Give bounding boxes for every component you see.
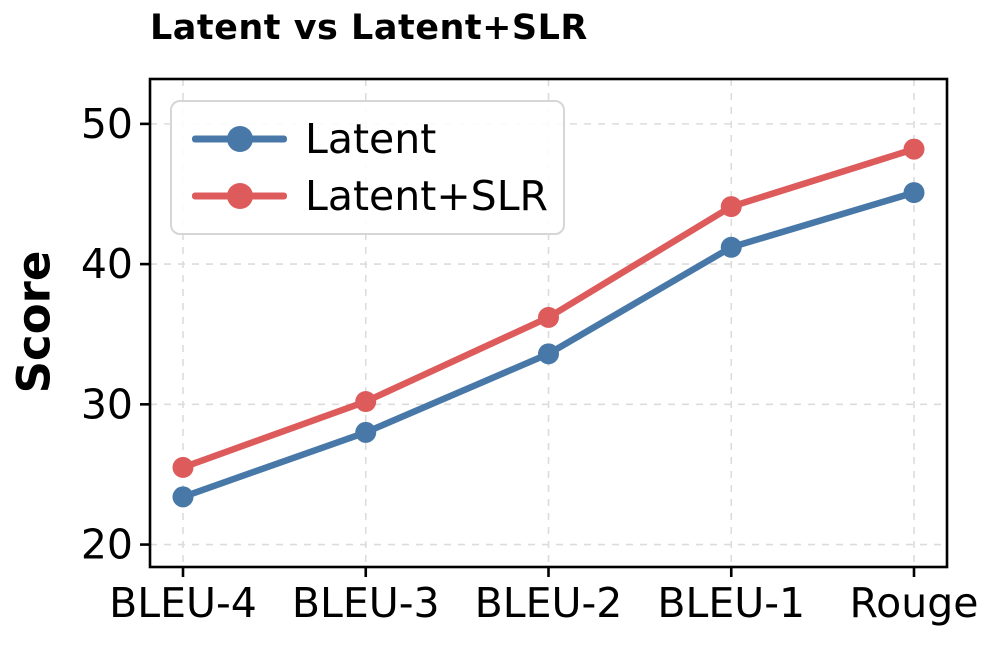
data-point: [172, 486, 194, 508]
legend-label-latent: Latent: [305, 114, 437, 163]
x-tick-label: BLEU-2: [475, 579, 623, 627]
legend-label-latent-slr: Latent+SLR: [305, 172, 549, 221]
data-point: [172, 456, 194, 478]
legend-item-latent-slr: Latent+SLR: [172, 172, 563, 220]
chart-title: Latent vs Latent+SLR: [150, 8, 588, 48]
data-point: [903, 138, 925, 160]
data-point: [720, 196, 742, 218]
data-point: [903, 182, 925, 204]
x-tick-label: Rouge: [850, 579, 979, 627]
legend-item-latent: Latent: [172, 115, 563, 163]
x-tick-label: BLEU-4: [109, 579, 257, 627]
y-tick-label: 30: [81, 380, 133, 428]
data-point: [538, 343, 559, 365]
y-tick-label: 20: [81, 521, 133, 569]
data-point: [355, 421, 377, 443]
data-point: [355, 391, 377, 413]
y-tick-label: 40: [81, 240, 133, 288]
x-tick-label: BLEU-3: [292, 579, 440, 627]
data-point: [720, 236, 742, 258]
y-tick-label: 50: [81, 100, 133, 148]
legend-line-marker-icon: [192, 125, 287, 152]
x-tick-label: BLEU-1: [657, 579, 805, 627]
legend: Latent Latent+SLR: [170, 100, 565, 235]
legend-line-marker-icon: [192, 183, 287, 210]
data-point: [538, 306, 559, 328]
